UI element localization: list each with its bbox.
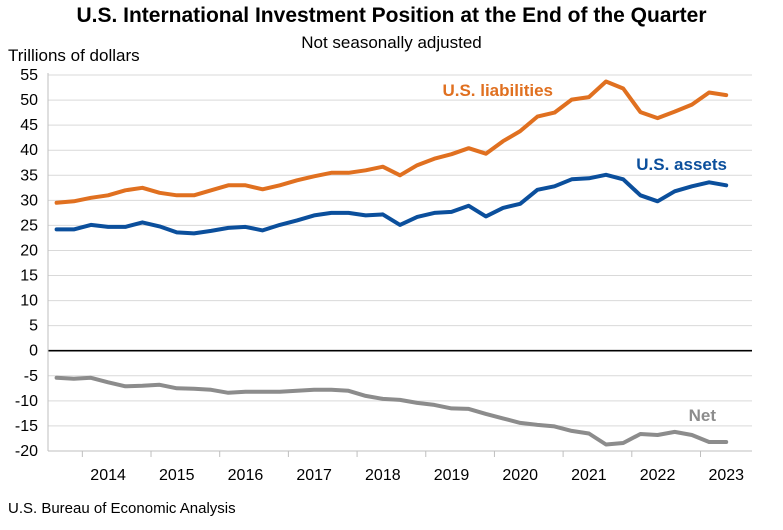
y-tick-label: -5 — [24, 368, 38, 385]
y-tick-label: -15 — [15, 418, 38, 435]
y-tick-label: 45 — [20, 117, 38, 134]
y-tick-label: 20 — [20, 242, 38, 259]
y-tick-label: 55 — [20, 67, 38, 84]
series-label-u-s-assets: U.S. assets — [636, 155, 727, 174]
x-tick-label: 2017 — [296, 467, 332, 484]
y-tick-label: 35 — [20, 167, 38, 184]
y-tick-label: 30 — [20, 192, 38, 209]
x-tick-label: 2018 — [365, 467, 401, 484]
series-label-u-s-liabilities: U.S. liabilities — [442, 81, 553, 100]
y-tick-label: 25 — [20, 217, 38, 234]
x-tick-label: 2016 — [228, 467, 264, 484]
y-tick-label: 15 — [20, 268, 38, 285]
x-tick-label: 2021 — [571, 467, 607, 484]
source-note: U.S. Bureau of Economic Analysis — [8, 500, 236, 517]
series-line-net — [54, 375, 729, 447]
chart-title: U.S. International Investment Position a… — [76, 4, 707, 27]
y-tick-label: 0 — [29, 343, 38, 360]
x-tick-label: 2022 — [640, 467, 676, 484]
x-tick-label: 2015 — [159, 467, 195, 484]
y-axis-label: Trillions of dollars — [8, 46, 140, 65]
x-tick-label: 2023 — [708, 467, 744, 484]
y-tick-label: -20 — [15, 443, 38, 460]
chart-subtitle: Not seasonally adjusted — [301, 33, 482, 52]
x-tick-label: 2019 — [434, 467, 470, 484]
y-tick-label: -10 — [15, 393, 38, 410]
series-line-u-s-liabilities — [54, 79, 729, 205]
series-label-net: Net — [689, 406, 717, 425]
y-tick-label: 40 — [20, 142, 38, 159]
y-tick-label: 10 — [20, 293, 38, 310]
x-tick-label: 2020 — [502, 467, 538, 484]
series-line-u-s-assets — [54, 172, 729, 236]
x-tick-label: 2014 — [90, 467, 126, 484]
y-tick-label: 50 — [20, 92, 38, 109]
y-tick-label: 5 — [29, 318, 38, 335]
